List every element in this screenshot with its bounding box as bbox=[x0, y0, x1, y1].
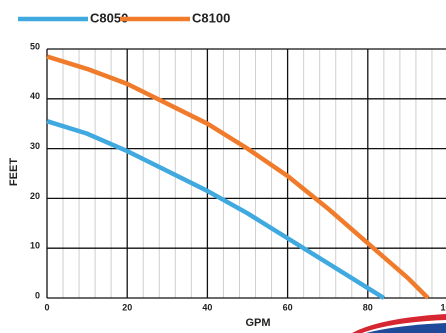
x-tick-label: 100 bbox=[440, 302, 446, 312]
y-axis-label: FEET bbox=[8, 158, 20, 186]
y-tick-label: 40 bbox=[30, 91, 40, 101]
y-tick-label: 10 bbox=[30, 241, 40, 251]
x-tick-label: 60 bbox=[283, 302, 293, 312]
series-line bbox=[46, 54, 430, 300]
legend-label: C8050 bbox=[90, 10, 128, 25]
x-tick-label: 0 bbox=[44, 302, 49, 312]
x-tick-label: 40 bbox=[202, 302, 212, 312]
x-tick-label: 20 bbox=[122, 302, 132, 312]
legend-label: C8100 bbox=[192, 10, 230, 25]
y-tick-label: 30 bbox=[30, 141, 40, 151]
y-tick-label: 0 bbox=[35, 290, 40, 300]
x-tick-label: 80 bbox=[363, 302, 373, 312]
x-axis-label: GPM bbox=[245, 317, 270, 329]
y-tick-label: 20 bbox=[30, 191, 40, 201]
series-line bbox=[46, 119, 386, 300]
y-tick-label: 50 bbox=[30, 41, 40, 51]
logo bbox=[352, 314, 446, 333]
